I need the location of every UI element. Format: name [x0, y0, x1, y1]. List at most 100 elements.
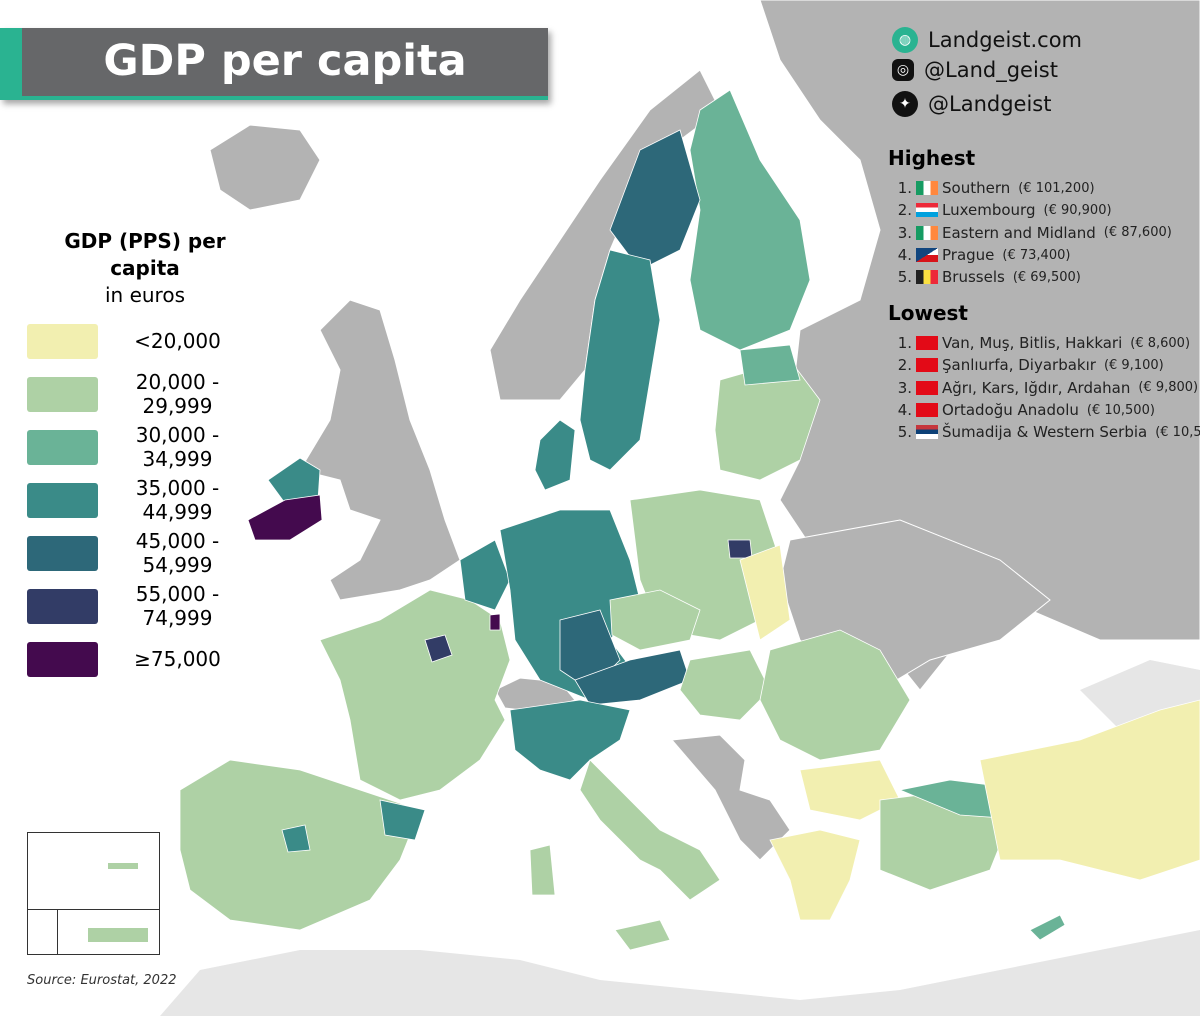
- legend-title-bold: GDP (PPS) per capita: [64, 229, 226, 280]
- instagram-icon: ◎: [892, 59, 914, 81]
- instagram-label: @Land_geist: [924, 58, 1058, 82]
- legend-item: 55,000 - 74,999: [27, 582, 257, 630]
- legend-label: 45,000 - 54,999: [135, 529, 220, 577]
- legend-label: ≥75,000: [134, 647, 221, 671]
- legend-label: 20,000 - 29,999: [135, 370, 220, 418]
- belgium-flag-icon: [916, 270, 938, 285]
- region-name: Prague: [942, 246, 995, 265]
- inset-map-islands: [27, 832, 160, 955]
- estonia-region: [739, 344, 801, 386]
- canaries-region: [88, 928, 148, 942]
- rank-number: 1.: [897, 179, 912, 198]
- highest-item: 4. Prague (€ 73,400): [890, 244, 1172, 266]
- region-value: (€ 69,500): [1012, 269, 1081, 285]
- region-value: (€ 73,400): [1002, 247, 1071, 263]
- globe-icon: ◍: [892, 27, 918, 53]
- title-accent: [0, 28, 22, 100]
- hungary-region: [679, 649, 771, 721]
- legend-swatch: [27, 429, 98, 465]
- region-name: Brussels: [942, 268, 1005, 287]
- region-name: Ağrı, Kars, Iğdır, Ardahan: [942, 378, 1131, 397]
- turkey-flag-icon: [916, 336, 938, 351]
- twitter-link[interactable]: ✦ @Landgeist: [892, 91, 1051, 117]
- instagram-link[interactable]: ◎ @Land_geist: [892, 58, 1058, 82]
- czechia-region: [609, 589, 701, 651]
- lowest-item: 3. Ağrı, Kars, Iğdır, Ardahan (€ 9,800): [890, 377, 1200, 399]
- legend-item: 45,000 - 54,999: [27, 529, 257, 577]
- twitter-icon: ✦: [892, 91, 918, 117]
- luxembourg-flag-icon: [916, 203, 938, 218]
- legend-item: 20,000 - 29,999: [27, 370, 257, 418]
- region-value: (€ 101,200): [1018, 180, 1095, 196]
- rank-number: 4.: [897, 401, 912, 420]
- legend-item: 35,000 - 44,999: [27, 476, 257, 524]
- finland-region: [689, 89, 811, 351]
- region-name: Southern: [942, 179, 1011, 198]
- paris-region: [424, 634, 453, 663]
- highest-item: 1. Southern (€ 101,200): [890, 177, 1172, 199]
- twitter-label: @Landgeist: [928, 92, 1052, 116]
- legend-swatch: [27, 641, 98, 677]
- legend-item: ≥75,000: [27, 641, 257, 677]
- legend-swatch: [27, 482, 98, 518]
- region-name: Eastern and Midland: [942, 223, 1096, 242]
- sicily-region: [614, 919, 671, 951]
- map-title: GDP per capita: [103, 36, 467, 86]
- north-africa-region: [160, 930, 1200, 1016]
- lowest-item: 2. Şanlıurfa, Diyarbakır (€ 9,100): [890, 354, 1200, 376]
- azores-region: [108, 863, 138, 869]
- legend-title-sub: in euros: [104, 283, 185, 307]
- lowest-heading: Lowest: [888, 301, 968, 325]
- legend-item: 30,000 - 34,999: [27, 423, 257, 471]
- legend-label: 55,000 - 74,999: [135, 582, 220, 630]
- serbia-flag-icon: [916, 425, 938, 440]
- turkey-flag-icon: [916, 358, 938, 373]
- cyprus-region: [1029, 914, 1066, 941]
- inset-divider-h: [28, 909, 159, 910]
- sardinia-region: [529, 844, 556, 896]
- lowest-item: 5. Šumadija & Western Serbia (€ 10,500): [890, 421, 1200, 443]
- highest-heading: Highest: [888, 146, 976, 170]
- highest-item: 2. Luxembourg (€ 90,900): [890, 199, 1172, 221]
- rank-number: 5.: [897, 423, 912, 442]
- region-value: (€ 10,500): [1155, 424, 1200, 440]
- turkey-east-region: [979, 699, 1200, 881]
- czechia-flag-icon: [916, 248, 938, 263]
- website-link[interactable]: ◍ Landgeist.com: [892, 27, 1082, 53]
- rank-number: 1.: [897, 334, 912, 353]
- legend-swatch: [27, 588, 98, 624]
- region-name: Luxembourg: [942, 201, 1036, 220]
- east-poland-region: [739, 544, 791, 641]
- romania-region: [759, 629, 911, 761]
- turkey-flag-icon: [916, 380, 938, 395]
- denmark-region: [534, 419, 576, 491]
- madrid-region: [281, 824, 311, 853]
- balkans-region: [670, 734, 791, 861]
- warsaw-region: [727, 539, 753, 559]
- ireland-flag-icon: [916, 225, 938, 240]
- inset-divider-v: [57, 909, 58, 954]
- region-value: (€ 9,100): [1103, 357, 1164, 373]
- russia-region: [759, 0, 1200, 691]
- legend-label: <20,000: [134, 329, 221, 353]
- legend-swatch: [27, 376, 98, 412]
- south-italy-region: [579, 759, 721, 901]
- benelux-region: [459, 539, 511, 611]
- turkey-flag-icon: [916, 403, 938, 418]
- luxembourg-region: [489, 613, 501, 631]
- rank-number: 2.: [897, 356, 912, 375]
- region-value: (€ 90,900): [1043, 202, 1112, 218]
- ireland-south-region: [247, 494, 323, 541]
- region-name: Van, Muş, Bitlis, Hakkari: [942, 334, 1123, 353]
- highest-list: 1. Southern (€ 101,200) 2. Luxembourg (€ 90,9…: [890, 177, 1172, 288]
- catalonia-region: [379, 799, 426, 841]
- greece-region: [769, 829, 861, 921]
- highest-item: 5. Brussels (€ 69,500): [890, 266, 1172, 288]
- website-label: Landgeist.com: [928, 28, 1082, 52]
- region-value: (€ 10,500): [1086, 402, 1155, 418]
- lowest-item: 4. Ortadoğu Anadolu (€ 10,500): [890, 399, 1200, 421]
- legend-title: GDP (PPS) per capita in euros: [40, 228, 250, 309]
- title-underline: [22, 96, 548, 100]
- rank-number: 3.: [897, 223, 912, 242]
